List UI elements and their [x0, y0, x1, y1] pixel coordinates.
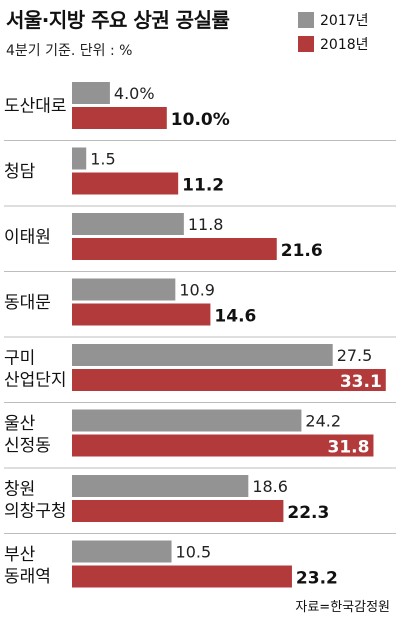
value-label-2018: 21.6 — [281, 241, 323, 261]
legend: 2017년 2018년 — [298, 8, 398, 56]
category-label: 부산 — [4, 545, 36, 565]
value-label-2018: 10.0% — [171, 110, 230, 130]
bar-2018 — [72, 238, 277, 260]
chart-subtitle: 4분기 기준. 단위 : % — [6, 43, 133, 59]
value-label-2018: 31.8 — [328, 438, 370, 458]
category-label: 울산 — [4, 414, 36, 434]
bar-2018 — [72, 369, 386, 391]
legend-label-2017: 2017년 — [320, 13, 369, 29]
bar-2018 — [72, 434, 374, 457]
bar-2018 — [72, 500, 284, 522]
value-label-2017: 1.5 — [90, 150, 115, 169]
bar-2017 — [72, 475, 249, 497]
value-label-2018: 11.2 — [182, 176, 224, 196]
legend-label-2018: 2018년 — [320, 37, 369, 53]
value-label-2017: 4.0% — [114, 84, 155, 103]
bar-2017 — [72, 82, 110, 104]
bar-2018 — [72, 107, 167, 129]
value-label-2017: 10.5 — [176, 543, 212, 562]
category-label: 동대문 — [4, 293, 51, 313]
category-label: 이태원 — [4, 228, 51, 248]
bar-2018 — [72, 303, 211, 326]
bar-2017 — [72, 147, 87, 170]
legend-item-2018: 2018년 — [298, 32, 398, 56]
category-label: 신정동 — [4, 436, 51, 456]
category-label: 창원 — [4, 480, 35, 500]
bar-2017 — [72, 344, 333, 366]
category-label: 의창구청 — [4, 502, 67, 522]
bar-2018 — [72, 565, 292, 588]
legend-swatch-2018 — [298, 36, 314, 52]
value-label-2017: 10.9 — [179, 281, 215, 300]
bar-2017 — [72, 540, 172, 563]
bar-2017 — [72, 213, 184, 235]
category-label: 구미 — [4, 349, 35, 369]
bar-2017 — [72, 409, 302, 432]
legend-item-2017: 2017년 — [298, 8, 398, 32]
category-label: 산업단지 — [4, 371, 67, 391]
category-label: 도산대로 — [4, 97, 67, 117]
value-label-2017: 18.6 — [252, 477, 288, 496]
category-label: 동래역 — [4, 567, 51, 587]
legend-swatch-2017 — [298, 12, 314, 28]
value-label-2018: 14.6 — [214, 307, 256, 327]
value-label-2018: 23.2 — [296, 569, 338, 589]
source-note: 자료=한국감정원 — [295, 600, 390, 615]
chart-title: 서울·지방 주요 상권 공실률 — [6, 8, 230, 32]
bar-2017 — [72, 278, 176, 301]
category-label: 청담 — [4, 162, 36, 182]
value-label-2018: 33.1 — [340, 372, 382, 392]
value-label-2018: 22.3 — [287, 503, 329, 523]
bar-2018 — [72, 172, 179, 195]
value-label-2017: 11.8 — [188, 215, 224, 234]
value-label-2017: 24.2 — [305, 412, 341, 431]
value-label-2017: 27.5 — [337, 346, 373, 365]
